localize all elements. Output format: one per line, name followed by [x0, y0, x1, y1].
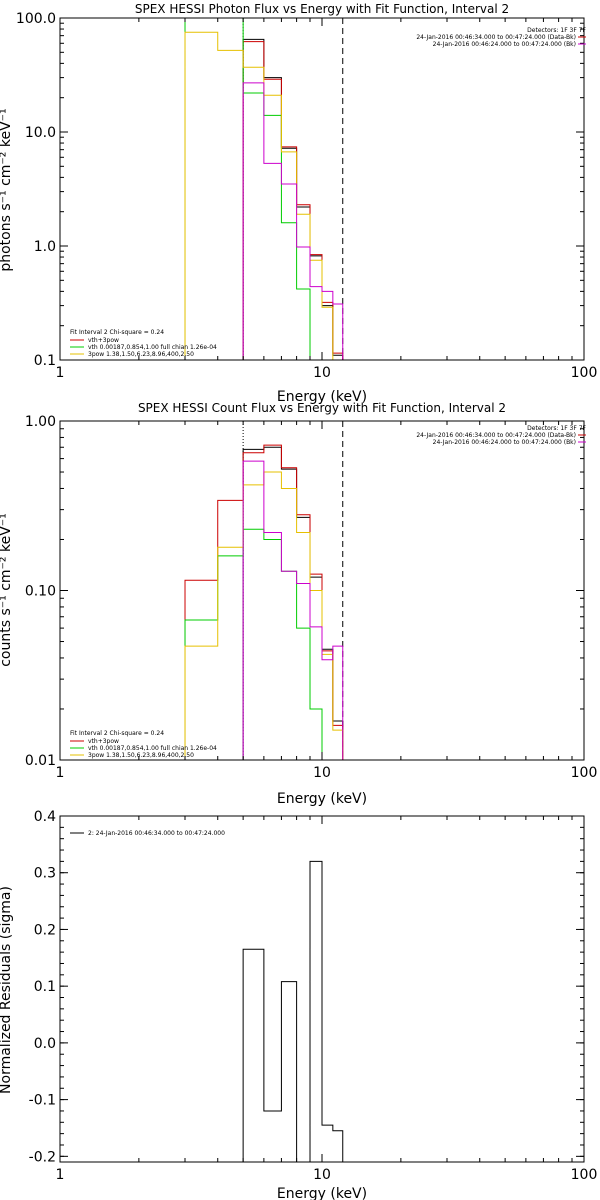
- photon-series-3-line: [184, 31, 343, 360]
- resid-ytick-label: -0.2: [29, 1149, 56, 1165]
- count-series-3-line: [184, 471, 344, 760]
- count-ylabel: counts s⁻¹ cm⁻² keV⁻¹: [0, 513, 14, 667]
- count-plot: 1 10 100 0.01 0.10 1.00: [25, 414, 598, 781]
- count-legend-title: Fit Interval 2 Chi-square = 0.24: [70, 730, 164, 737]
- photon-info-line-2: 24-Jan-2016 00:46:24.000 to 00:47:24.000…: [433, 41, 576, 48]
- resid-xtick-label: 100: [571, 1167, 598, 1183]
- photon-title: SPEX HESSI Photon Flux vs Energy with Fi…: [135, 2, 509, 16]
- photon-info-line-1: 24-Jan-2016 00:46:34.000 to 00:47:24.000…: [416, 34, 576, 41]
- photon-series-4-line: [242, 82, 344, 360]
- resid-ytick-label: 0.3: [34, 866, 56, 882]
- count-ytick-label: 0.01: [25, 753, 56, 769]
- photon-xtick-label: 100: [571, 365, 598, 381]
- photon-legend-entry-1: vth+3pow: [88, 337, 119, 344]
- resid-xtick-label: 1: [56, 1167, 65, 1183]
- resid-ytick-label: 0.0: [34, 1036, 56, 1052]
- count-xtick-label: 1: [56, 765, 65, 781]
- count-legend-entry-2: vth 0.00187,0.854,1.00 full chian 1.26e-…: [88, 745, 217, 752]
- count-series-1-line: [184, 444, 344, 760]
- count-info-line-1: 24-Jan-2016 00:46:34.000 to 00:47:24.000…: [416, 432, 576, 439]
- photon-plot: 1 10 100 0.1 1.0 10.0 100.0: [16, 11, 597, 381]
- count-info-line-2: 24-Jan-2016 00:46:24.000 to 00:47:24.000…: [433, 439, 576, 446]
- photon-legend-title: Fit Interval 2 Chi-square = 0.24: [70, 329, 164, 336]
- resid-ytick-label: 0.2: [34, 922, 56, 938]
- photon-info-header: Detectors: 1F 3F 7F: [527, 27, 586, 34]
- resid-ylabel: Normalized Residuals (sigma): [0, 886, 14, 1094]
- photon-ytick-label: 100.0: [16, 11, 56, 27]
- photon-legend-entry-2: vth 0.00187,0.854,1.00 full chian 1.26e-…: [88, 344, 217, 351]
- resid-ytick-label: -0.1: [29, 1093, 56, 1109]
- photon-xtick-label: 1: [56, 365, 65, 381]
- photon-series-2-line: [184, 18, 322, 360]
- count-panel: SPEX HESSI Count Flux vs Energy with Fit…: [0, 401, 597, 807]
- resid-series-0-line: [242, 860, 344, 1162]
- photon-panel: SPEX HESSI Photon Flux vs Energy with Fi…: [0, 2, 597, 405]
- photon-series-group: [184, 18, 344, 360]
- resid-xtick-label: 10: [313, 1167, 331, 1183]
- count-info-header: Detectors: 1F 3F 7F: [527, 425, 586, 432]
- resid-ytick-label: 0.4: [34, 809, 56, 825]
- photon-legend-entry-3: 3pow 1.38,1.50,6.23,8.96,400,2.50: [88, 351, 194, 358]
- count-ytick-label: 0.10: [25, 584, 56, 600]
- photon-ytick-label: 0.1: [34, 353, 56, 369]
- photon-ytick-label: 1.0: [34, 239, 56, 255]
- resid-plot: 1 10 100 -0.2 -0.1 0.0 0.1 0.2 0.3 0.4: [29, 809, 598, 1183]
- count-ytick-label: 1.00: [25, 414, 56, 430]
- resid-xlabel: Energy (keV): [277, 1186, 367, 1200]
- photon-ytick-label: 10.0: [25, 125, 56, 141]
- resid-legend-entry: 2: 24-Jan-2016 00:46:34.000 to 00:47:24.…: [88, 830, 225, 837]
- resid-panel: 1 10 100 -0.2 -0.1 0.0 0.1 0.2 0.3 0.4 Energy (ke…: [0, 809, 597, 1200]
- photon-ylabel: photons s⁻¹ cm⁻² keV⁻¹: [0, 108, 14, 271]
- count-title: SPEX HESSI Count Flux vs Energy with Fit…: [138, 401, 506, 415]
- count-series-4-line: [242, 460, 344, 760]
- count-series-group: [184, 444, 344, 760]
- photon-xlabel: Energy (keV): [277, 389, 367, 405]
- count-xtick-label: 10: [313, 765, 331, 781]
- count-legend-entry-1: vth+3pow: [88, 738, 119, 745]
- resid-ytick-label: 0.1: [34, 979, 56, 995]
- resid-series-group: [242, 860, 344, 1162]
- count-xlabel: Energy (keV): [277, 791, 367, 807]
- count-xtick-label: 100: [571, 765, 598, 781]
- count-legend-entry-3: 3pow 1.38,1.50,6.23,8.96,400,2.50: [88, 752, 194, 759]
- photon-xtick-label: 10: [313, 365, 331, 381]
